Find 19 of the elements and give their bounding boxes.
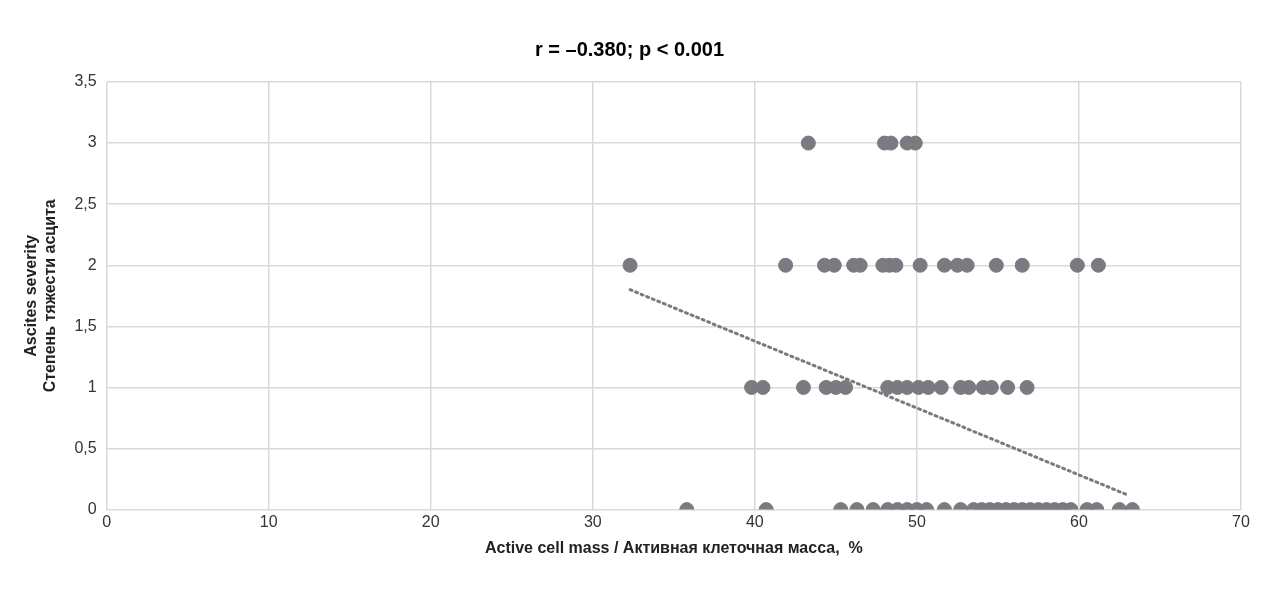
chart-title: r = –0.380; p < 0.001 [534,37,725,60]
y-tick-label: 3,5 [74,72,97,90]
x-tick-label: 30 [583,512,602,530]
x-tick-label: 50 [908,512,926,530]
y-tick-label: 1,5 [74,316,97,334]
x-tick-label: 40 [745,512,764,530]
x-tick-label: 20 [421,512,440,530]
y-tick-label: 0 [87,500,97,518]
y-tick-label: 2,5 [74,194,97,212]
x-tick-label: 10 [259,512,278,530]
x-tick-label: 60 [1070,512,1088,530]
y-tick-label: 0,5 [74,438,97,456]
x-axis-title: Active cell mass / Активная клеточная масса, % [484,538,863,556]
y-tick-label: 3 [87,133,97,151]
y-axis-title: Ascites severity Степень тяжести асцита [22,199,59,393]
y-tick-label: 1 [87,377,97,395]
x-tick-label: 70 [1232,512,1250,530]
y-tick-label: 2 [87,255,97,273]
x-tick-label: 0 [102,512,112,530]
